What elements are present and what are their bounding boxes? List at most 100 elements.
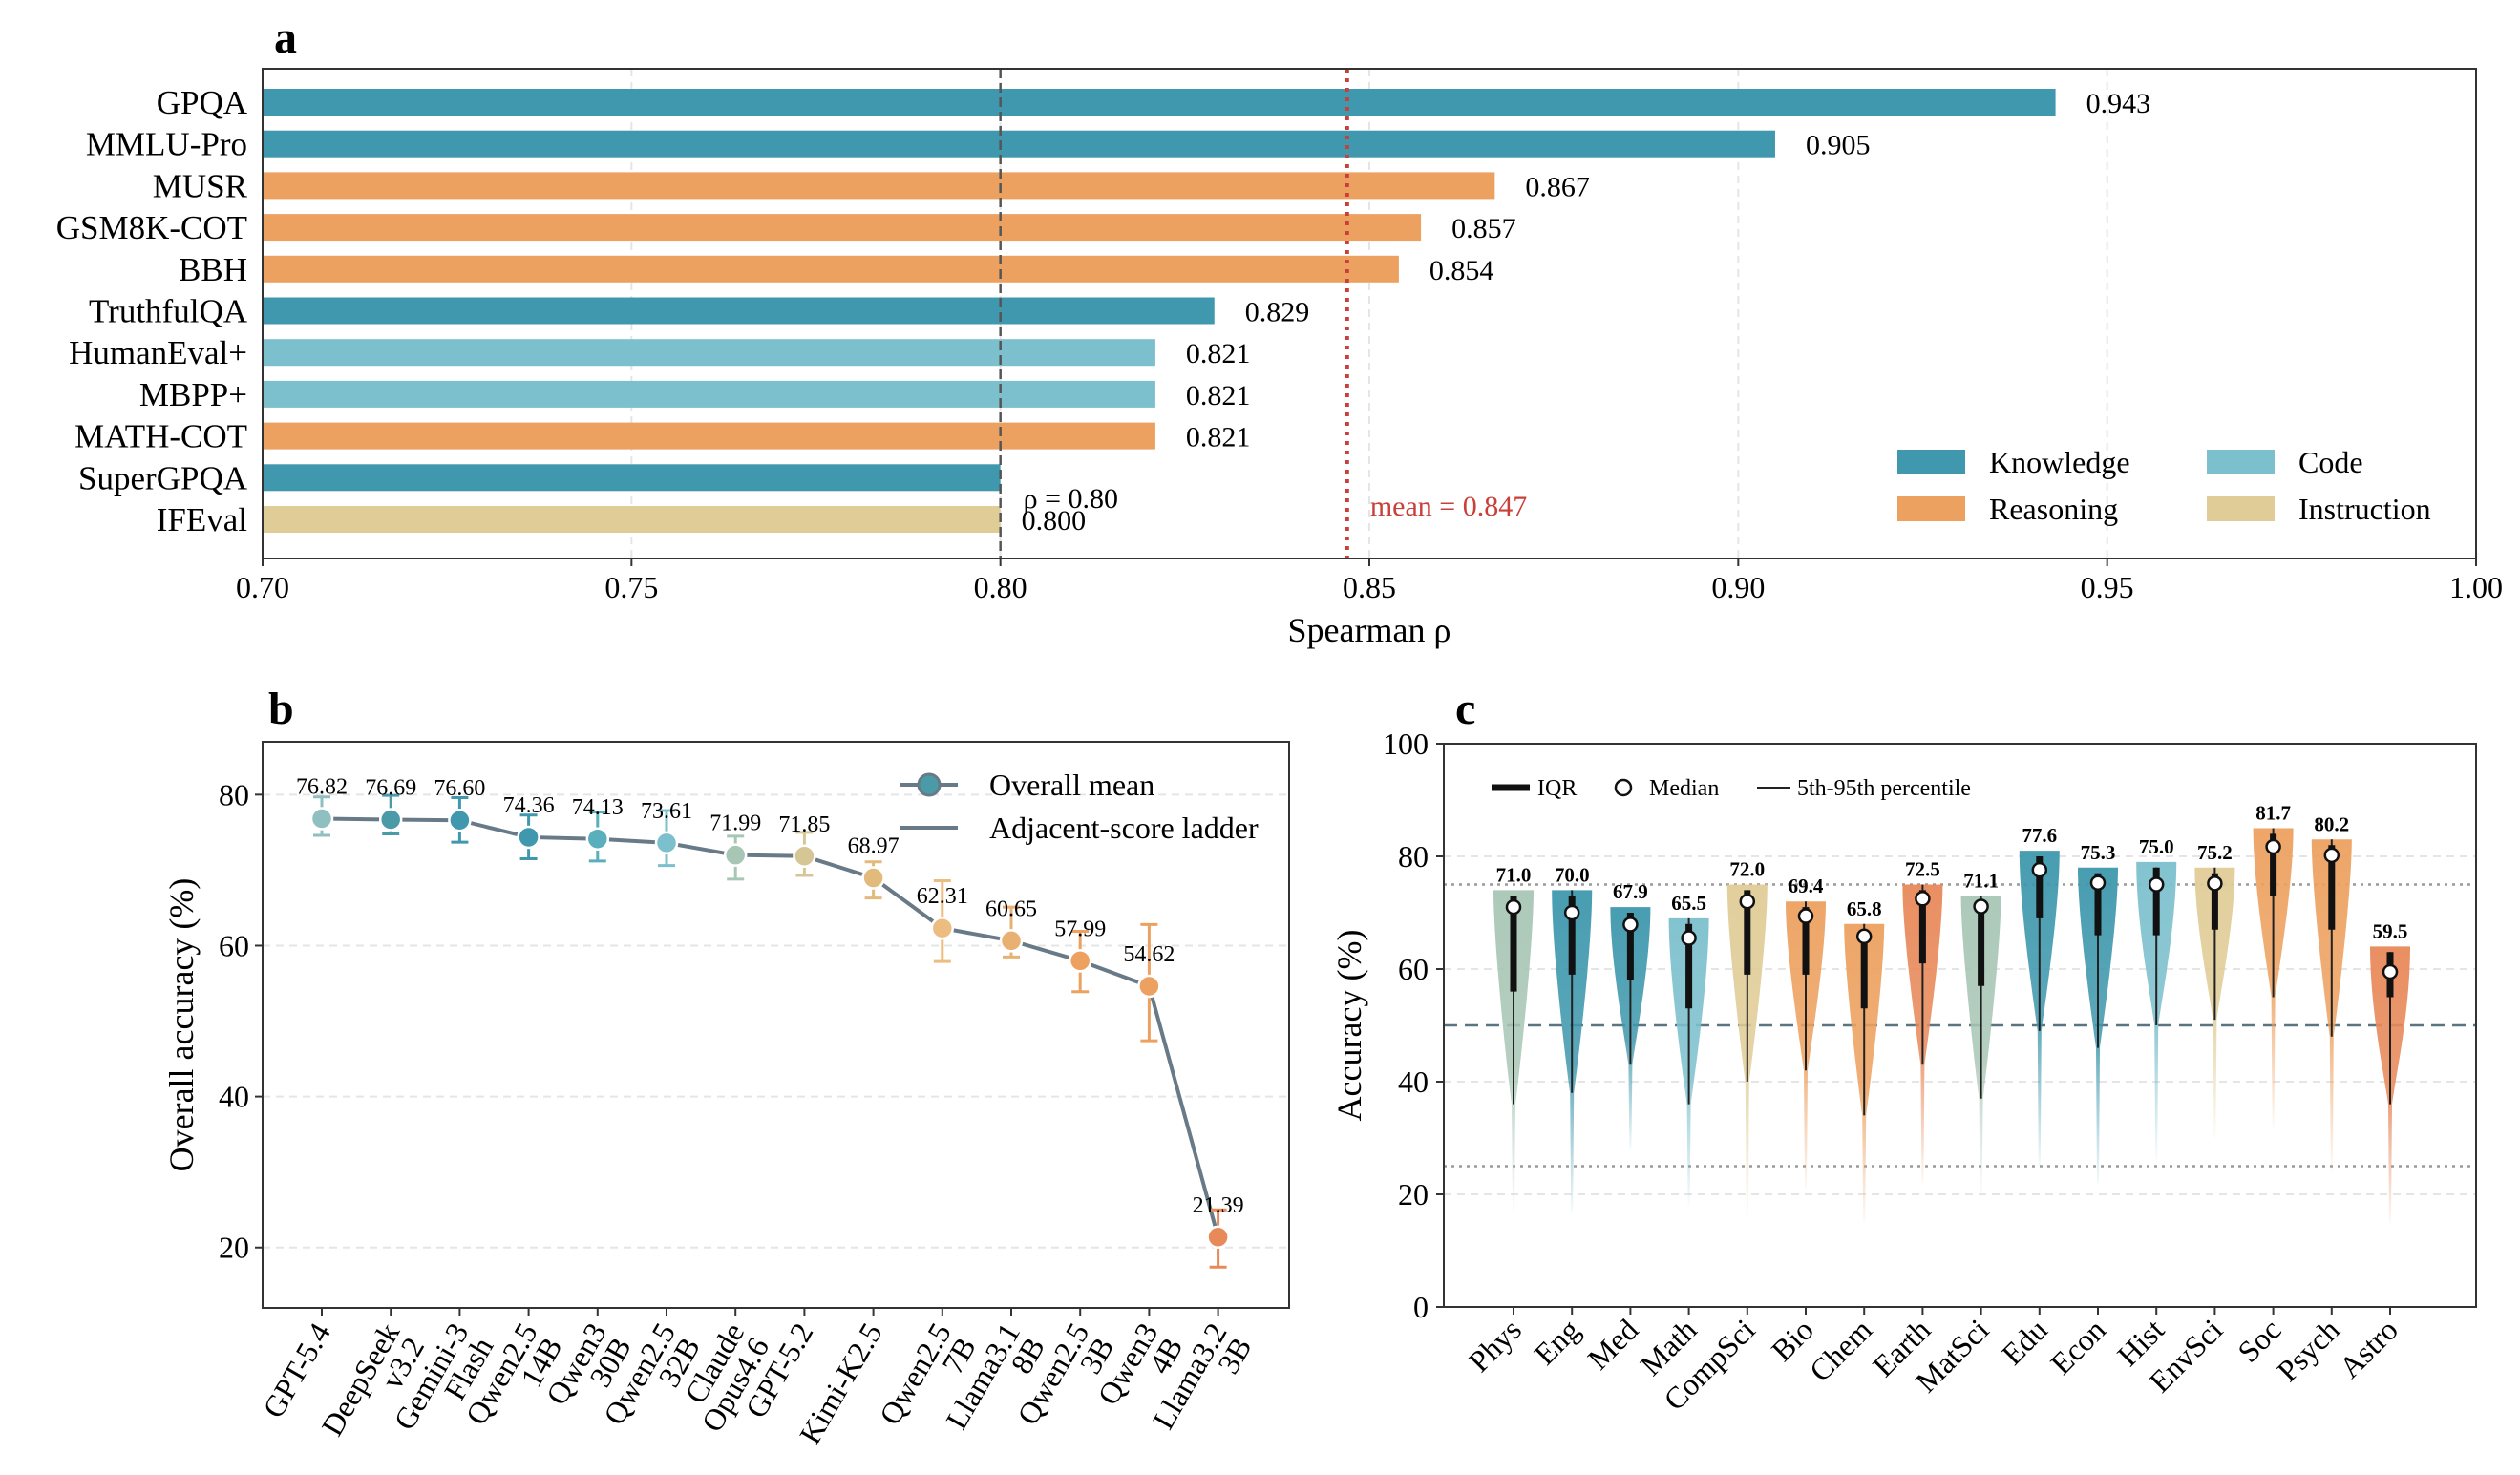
value-label: 0.943 bbox=[2086, 88, 2151, 119]
mean-point bbox=[585, 827, 610, 852]
category-label: GPQA bbox=[157, 84, 248, 121]
point-value-label: 76.60 bbox=[434, 776, 485, 801]
mean-point bbox=[654, 831, 679, 855]
legend-mean-marker bbox=[917, 772, 942, 797]
panel-c-violin-chart: 71.0 70.0 67.9 65.5 72.0 69.4 65.8 72.5 71.1 77.6… bbox=[1330, 727, 2477, 1417]
mean-point bbox=[999, 929, 1024, 953]
category-label: HumanEval+ bbox=[69, 334, 247, 371]
y-tick-label: 40 bbox=[1398, 1064, 1429, 1099]
y-tick-label: 80 bbox=[1398, 839, 1429, 874]
median-value-label: 72.5 bbox=[1905, 858, 1940, 881]
legend-label-knowledge: Knowledge bbox=[1989, 445, 2130, 479]
value-label: 0.829 bbox=[1245, 297, 1310, 328]
plot-frame bbox=[262, 741, 1290, 1309]
median-value-label: 69.4 bbox=[1789, 874, 1824, 897]
point-value-label: 71.85 bbox=[778, 812, 830, 837]
category-label: TruthfulQA bbox=[89, 293, 248, 330]
y-tick-label: 40 bbox=[219, 1080, 249, 1114]
panel-c-letter: c bbox=[1455, 684, 1475, 734]
adjacent-score-ladder-line bbox=[321, 816, 1220, 1238]
median-marker bbox=[2323, 847, 2340, 864]
y-tick-label: 0 bbox=[1413, 1290, 1429, 1324]
y-tick-label: 60 bbox=[219, 928, 249, 962]
median-value-label: 67.9 bbox=[1613, 880, 1648, 903]
median-value-label: 70.0 bbox=[1555, 863, 1590, 886]
legend-label-overall-mean: Overall mean bbox=[989, 768, 1154, 802]
median-marker bbox=[1622, 917, 1639, 933]
median-marker bbox=[1915, 891, 1931, 907]
median-marker bbox=[1797, 908, 1814, 924]
median-marker bbox=[2089, 874, 2107, 891]
point-value-label: 54.62 bbox=[1123, 942, 1175, 967]
bar-bbh bbox=[263, 255, 1399, 283]
bar-gpqa bbox=[263, 89, 2056, 116]
mean-point bbox=[793, 844, 816, 869]
mean-label: mean = 0.847 bbox=[1370, 491, 1527, 522]
median-marker bbox=[2207, 875, 2223, 892]
legend-swatch-instruction bbox=[2207, 496, 2275, 521]
mean-point bbox=[930, 916, 955, 940]
median-value-label: 71.0 bbox=[1496, 863, 1532, 886]
point-value-label: 74.36 bbox=[503, 793, 555, 818]
bar-gsm8k-cot bbox=[263, 214, 1422, 242]
bar-supergpqa bbox=[263, 464, 1001, 492]
median-marker bbox=[1505, 898, 1522, 916]
category-label: SuperGPQA bbox=[78, 459, 248, 496]
mean-point bbox=[378, 808, 403, 832]
bar-mmlu-pro bbox=[263, 130, 1775, 158]
median-marker bbox=[1681, 930, 1697, 946]
point-value-label: 57.99 bbox=[1054, 917, 1106, 941]
point-value-label: 74.13 bbox=[572, 795, 624, 820]
median-value-label: 71.1 bbox=[1963, 869, 1999, 892]
panel-a-letter: a bbox=[274, 12, 297, 63]
value-label: 0.905 bbox=[1806, 130, 1871, 161]
median-value-label: 81.7 bbox=[2255, 802, 2291, 825]
x-tick-label: 0.70 bbox=[236, 570, 289, 604]
category-label: MATH-COT bbox=[74, 418, 247, 455]
median-marker bbox=[2148, 876, 2165, 893]
category-label: BBH bbox=[179, 251, 247, 288]
x-tick-label: Chem bbox=[1803, 1312, 1879, 1388]
category-label: IFEval bbox=[157, 501, 248, 538]
legend-label-iqr: IQR bbox=[1537, 776, 1577, 801]
value-label: 0.857 bbox=[1451, 213, 1516, 244]
category-label: GSM8K-COT bbox=[56, 209, 247, 246]
mean-point bbox=[1137, 974, 1161, 999]
median-value-label: 65.8 bbox=[1847, 897, 1882, 920]
median-value-label: 75.0 bbox=[2139, 835, 2174, 858]
x-tick-label: Phys bbox=[1461, 1312, 1527, 1378]
median-marker bbox=[2382, 963, 2399, 980]
x-tick-label: Edu bbox=[1995, 1312, 2054, 1371]
median-value-label: 75.3 bbox=[2081, 841, 2116, 864]
y-tick-label: 20 bbox=[1398, 1177, 1429, 1212]
median-value-label: 59.5 bbox=[2373, 919, 2408, 942]
legend-swatch-reasoning bbox=[1897, 496, 1965, 521]
y-tick-label: 80 bbox=[219, 777, 249, 811]
bar-math-cot bbox=[263, 422, 1155, 450]
legend-label-instruction: Instruction bbox=[2298, 492, 2431, 526]
plot-frame bbox=[1443, 743, 2477, 1308]
bar-mbpp- bbox=[263, 380, 1155, 408]
x-tick-label: 0.80 bbox=[974, 570, 1027, 604]
category-label: MUSR bbox=[153, 167, 248, 204]
point-value-label: 76.69 bbox=[365, 776, 416, 801]
point-value-label: 68.97 bbox=[848, 834, 900, 859]
value-label: 0.821 bbox=[1186, 338, 1251, 369]
legend-label-percentile: 5th-95th percentile bbox=[1797, 776, 1971, 801]
x-tick-label: 0.95 bbox=[2081, 570, 2134, 604]
y-tick-label: 60 bbox=[1398, 952, 1429, 986]
panel-a-bar-chart: GPQA 0.943 MMLU-Pro 0.905 MUSR 0.867 GSM8K-COT… bbox=[56, 68, 2503, 649]
mean-point bbox=[1068, 949, 1092, 973]
legend-label-ladder: Adjacent-score ladder bbox=[989, 811, 1259, 845]
legend-label-code: Code bbox=[2298, 445, 2363, 479]
panel-b-letter: b bbox=[268, 684, 294, 734]
x-tick-label: 0.85 bbox=[1343, 570, 1396, 604]
median-marker bbox=[2265, 838, 2281, 855]
median-marker bbox=[1739, 893, 1756, 910]
bar-ifeval bbox=[263, 506, 1001, 533]
panel-b-line-chart: 76.82 76.69 76.60 74.36 74.13 73.61 71.99 71.85… bbox=[162, 741, 1290, 1449]
category-label: MMLU-Pro bbox=[86, 126, 247, 163]
median-value-label: 75.2 bbox=[2197, 841, 2233, 864]
x-tick-label: Eng bbox=[1527, 1312, 1586, 1371]
point-value-label: 60.65 bbox=[985, 896, 1037, 921]
